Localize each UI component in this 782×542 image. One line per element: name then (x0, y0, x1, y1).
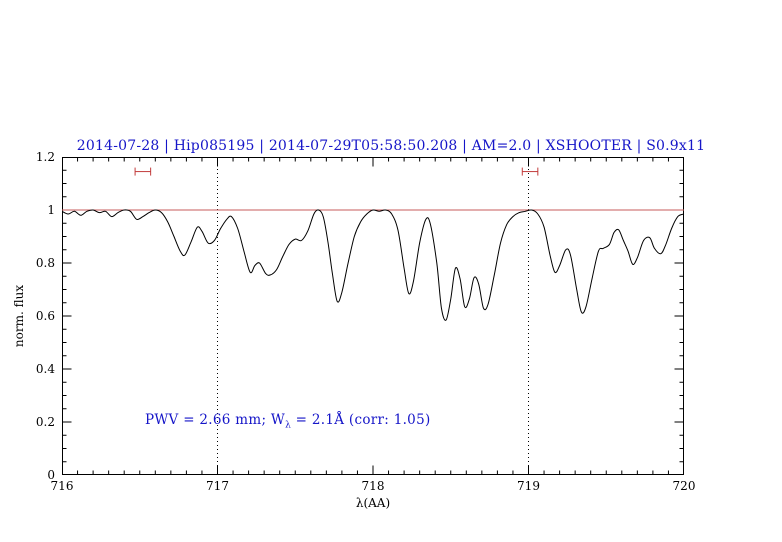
y-tick-label: 0.2 (35, 415, 55, 429)
pwv-annotation-pre: PWV = 2.66 mm; W (145, 412, 286, 428)
pwv-annotation-post: = 2.1Å (corr: 1.05) (291, 412, 431, 428)
lambda-subscript: λ (285, 420, 292, 431)
pwv-annotation: PWV = 2.66 mm; Wλ = 2.1Å (corr: 1.05) (145, 412, 431, 431)
x-tick-label: 719 (517, 479, 540, 493)
y-tick-label: 0.6 (35, 309, 55, 323)
y-tick-label: 0.8 (35, 256, 55, 270)
y-axis-label: norm. flux (12, 284, 27, 348)
x-tick-label: 716 (50, 479, 74, 493)
y-tick-label: 0 (47, 468, 55, 482)
plot-area (62, 157, 684, 475)
spectrum-line (62, 209, 684, 321)
x-tick-label: 717 (206, 479, 229, 493)
x-tick-label: 718 (361, 479, 385, 493)
plot-title: 2014-07-28 | Hip085195 | 2014-07-29T05:5… (76, 138, 706, 154)
y-tick-label: 0.4 (35, 362, 55, 376)
x-axis-label: λ(AA) (355, 496, 391, 510)
x-tick-label: 720 (672, 479, 696, 493)
y-tick-label: 1 (47, 203, 55, 217)
y-axis-label-wrap: norm. flux (8, 157, 30, 475)
